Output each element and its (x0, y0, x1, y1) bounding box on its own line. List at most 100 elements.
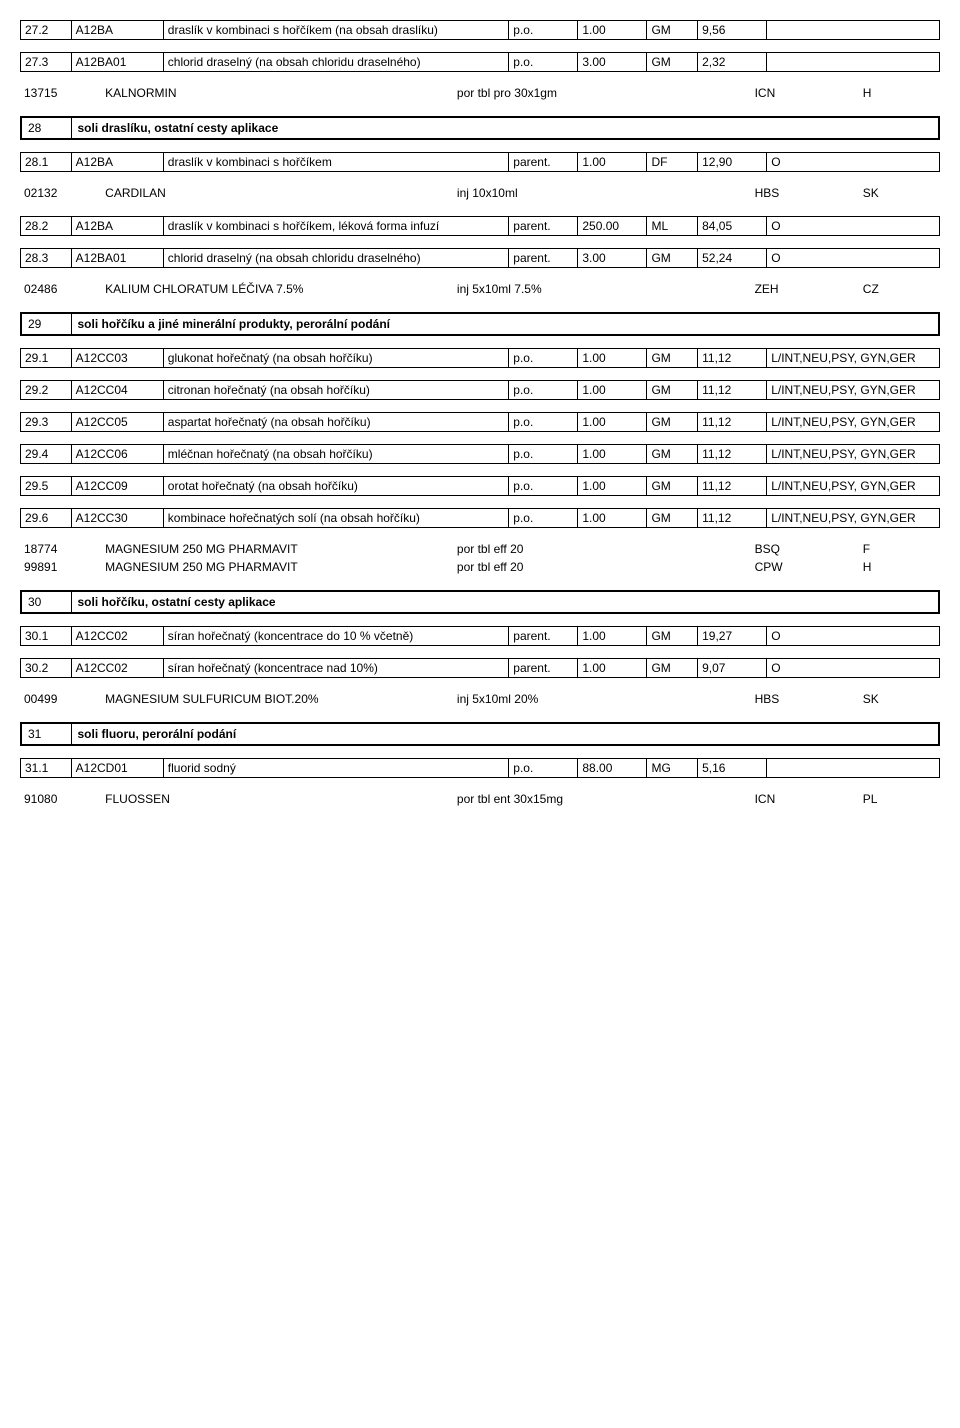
row-note (767, 21, 940, 40)
row-code: A12CC02 (71, 659, 163, 678)
row-desc: orotat hořečnatý (na obsah hořčíku) (163, 477, 508, 496)
row-desc: mléčnan hořečnatý (na obsah hořčíku) (163, 445, 508, 464)
row-code: A12CC03 (71, 349, 163, 368)
row-index: 30.1 (21, 627, 72, 646)
row-note: O (767, 627, 940, 646)
product-code: 91080 (20, 790, 101, 808)
row-dose: 3.00 (578, 53, 647, 72)
section-header: 29 soli hořčíku a jiné minerální produkt… (20, 312, 940, 336)
section-number: 29 (21, 313, 71, 335)
product-mfr: BSQ (751, 540, 859, 558)
row-desc: citronan hořečnatý (na obsah hořčíku) (163, 381, 508, 400)
product-mfr: ICN (751, 790, 859, 808)
row-unit: GM (647, 53, 698, 72)
drug-row: 29.4 A12CC06 mléčnan hořečnatý (na obsah… (20, 444, 940, 464)
row-unit: DF (647, 153, 698, 172)
drug-row: 30.2 A12CC02 síran hořečnatý (koncentrac… (20, 658, 940, 678)
row-code: A12BA (71, 217, 163, 236)
row-unit: GM (647, 381, 698, 400)
row-dose: 1.00 (578, 445, 647, 464)
row-note: L/INT,NEU,PSY, GYN,GER (767, 381, 940, 400)
row-price: 12,90 (698, 153, 767, 172)
drug-row: 31.1 A12CD01 fluorid sodný p.o. 88.00 MG… (20, 758, 940, 778)
row-index: 27.3 (21, 53, 72, 72)
product-country: CZ (859, 280, 940, 298)
row-unit: ML (647, 217, 698, 236)
row-code: A12BA (71, 21, 163, 40)
product-name: FLUOSSEN (101, 790, 453, 808)
row-price: 5,16 (698, 759, 767, 778)
row-index: 28.2 (21, 217, 72, 236)
row-form: p.o. (509, 445, 578, 464)
product-form: por tbl pro 30x1gm (453, 84, 751, 102)
row-desc: draslík v kombinaci s hořčíkem (163, 153, 508, 172)
row-index: 29.3 (21, 413, 72, 432)
row-unit: GM (647, 477, 698, 496)
drug-row: 28.1 A12BA draslík v kombinaci s hořčíke… (20, 152, 940, 172)
row-desc: draslík v kombinaci s hořčíkem, léková f… (163, 217, 508, 236)
row-desc: draslík v kombinaci s hořčíkem (na obsah… (163, 21, 508, 40)
product-country: SK (859, 690, 940, 708)
drug-row: 27.2 A12BA draslík v kombinaci s hořčíke… (20, 20, 940, 40)
row-desc: síran hořečnatý (koncentrace do 10 % vče… (163, 627, 508, 646)
drug-row: 29.3 A12CC05 aspartat hořečnatý (na obsa… (20, 412, 940, 432)
row-unit: GM (647, 509, 698, 528)
row-form: p.o. (509, 381, 578, 400)
row-code: A12BA (71, 153, 163, 172)
product-name: CARDILAN (101, 184, 453, 202)
section-header: 30 soli hořčíku, ostatní cesty aplikace (20, 590, 940, 614)
row-price: 11,12 (698, 381, 767, 400)
product-name: KALNORMIN (101, 84, 453, 102)
row-dose: 1.00 (578, 381, 647, 400)
row-code: A12CC05 (71, 413, 163, 432)
row-price: 9,56 (698, 21, 767, 40)
product-name: MAGNESIUM 250 MG PHARMAVIT (101, 540, 453, 558)
row-index: 27.2 (21, 21, 72, 40)
product-row: 91080 FLUOSSEN por tbl ent 30x15mg ICN P… (20, 790, 940, 808)
row-price: 11,12 (698, 477, 767, 496)
row-index: 31.1 (21, 759, 72, 778)
drug-row: 27.3 A12BA01 chlorid draselný (na obsah … (20, 52, 940, 72)
drug-row: 28.2 A12BA draslík v kombinaci s hořčíke… (20, 216, 940, 236)
row-desc: kombinace hořečnatých solí (na obsah hoř… (163, 509, 508, 528)
row-desc: chlorid draselný (na obsah chloridu dras… (163, 53, 508, 72)
row-dose: 250.00 (578, 217, 647, 236)
row-form: parent. (509, 249, 578, 268)
product-code: 02486 (20, 280, 101, 298)
section-number: 30 (21, 591, 71, 613)
product-form: inj 10x10ml (453, 184, 751, 202)
row-unit: GM (647, 249, 698, 268)
product-country: H (859, 84, 940, 102)
row-dose: 1.00 (578, 153, 647, 172)
drug-row: 29.1 A12CC03 glukonat hořečnatý (na obsa… (20, 348, 940, 368)
product-name: KALIUM CHLORATUM LÉČIVA 7.5% (101, 280, 453, 298)
product-code: 18774 (20, 540, 101, 558)
row-index: 28.1 (21, 153, 72, 172)
row-form: parent. (509, 627, 578, 646)
product-form: por tbl eff 20 (453, 540, 751, 558)
drug-row: 29.2 A12CC04 citronan hořečnatý (na obsa… (20, 380, 940, 400)
product-form: inj 5x10ml 20% (453, 690, 751, 708)
row-form: p.o. (509, 759, 578, 778)
product-code: 13715 (20, 84, 101, 102)
product-name: MAGNESIUM 250 MG PHARMAVIT (101, 558, 453, 576)
product-form: inj 5x10ml 7.5% (453, 280, 751, 298)
row-note: L/INT,NEU,PSY, GYN,GER (767, 349, 940, 368)
row-form: parent. (509, 153, 578, 172)
drug-row: 30.1 A12CC02 síran hořečnatý (koncentrac… (20, 626, 940, 646)
row-dose: 1.00 (578, 21, 647, 40)
row-dose: 88.00 (578, 759, 647, 778)
product-row: 13715 KALNORMIN por tbl pro 30x1gm ICN H (20, 84, 940, 102)
row-index: 29.4 (21, 445, 72, 464)
row-dose: 1.00 (578, 509, 647, 528)
row-unit: GM (647, 627, 698, 646)
product-name: MAGNESIUM SULFURICUM BIOT.20% (101, 690, 453, 708)
row-price: 11,12 (698, 349, 767, 368)
product-mfr: ICN (751, 84, 859, 102)
row-dose: 1.00 (578, 659, 647, 678)
row-desc: fluorid sodný (163, 759, 508, 778)
row-form: p.o. (509, 413, 578, 432)
row-price: 84,05 (698, 217, 767, 236)
section-header: 28 soli draslíku, ostatní cesty aplikace (20, 116, 940, 140)
row-dose: 1.00 (578, 349, 647, 368)
